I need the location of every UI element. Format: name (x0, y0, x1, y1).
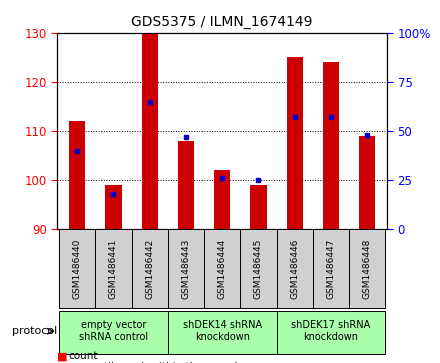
Bar (250, 185, 267, 229)
Text: GSM1486447: GSM1486447 (326, 238, 335, 299)
Bar (214, 171, 231, 229)
Bar (323, 62, 339, 229)
Text: percentile rank within the sample: percentile rank within the sample (68, 362, 244, 363)
Text: protocol: protocol (12, 326, 57, 336)
Bar (204, 229, 240, 308)
Text: GSM1486443: GSM1486443 (181, 238, 191, 299)
Bar (240, 229, 277, 308)
Bar (313, 229, 349, 308)
Bar (69, 121, 85, 229)
Text: GSM1486445: GSM1486445 (254, 238, 263, 299)
Text: ■: ■ (57, 351, 68, 361)
Bar (142, 33, 158, 229)
Bar (359, 136, 375, 229)
Text: GSM1486444: GSM1486444 (218, 239, 227, 299)
Text: GSM1486442: GSM1486442 (145, 239, 154, 299)
Text: count: count (68, 351, 98, 361)
Bar (59, 311, 168, 354)
Bar (178, 141, 194, 229)
Bar (286, 57, 303, 229)
Text: GSM1486448: GSM1486448 (363, 238, 372, 299)
Bar (349, 229, 385, 308)
Bar (105, 185, 121, 229)
Bar (277, 311, 385, 354)
Text: empty vector
shRNA control: empty vector shRNA control (79, 321, 148, 342)
Text: GSM1486446: GSM1486446 (290, 238, 299, 299)
Text: GSM1486441: GSM1486441 (109, 238, 118, 299)
Text: ■: ■ (57, 362, 68, 363)
Bar (95, 229, 132, 308)
Bar (168, 311, 277, 354)
Text: shDEK17 shRNA
knockdown: shDEK17 shRNA knockdown (291, 321, 370, 342)
Bar (59, 229, 95, 308)
Bar (132, 229, 168, 308)
Text: shDEK14 shRNA
knockdown: shDEK14 shRNA knockdown (183, 321, 262, 342)
Title: GDS5375 / ILMN_1674149: GDS5375 / ILMN_1674149 (132, 15, 313, 29)
Bar (277, 229, 313, 308)
Text: GSM1486440: GSM1486440 (73, 238, 82, 299)
Bar (168, 229, 204, 308)
